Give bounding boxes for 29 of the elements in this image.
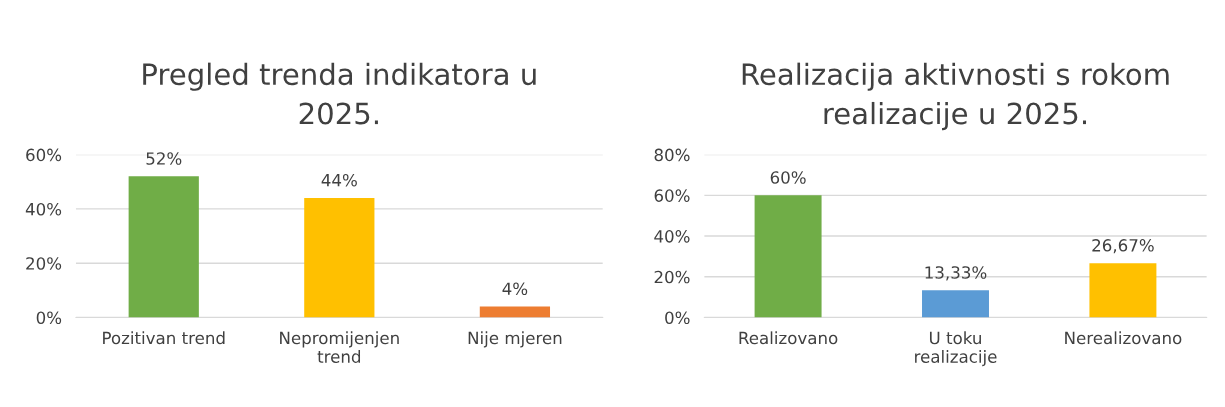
x-tick-label: Pozitivan trend	[103, 331, 225, 345]
data-label: 44%	[321, 173, 357, 187]
bar	[754, 195, 822, 318]
y-tick-label: 20%	[654, 270, 690, 284]
x-tick-label: Realizovano	[739, 331, 838, 345]
y-tick-label: 20%	[26, 257, 62, 270]
bar	[304, 198, 375, 318]
data-label: 60%	[770, 171, 806, 184]
bar	[128, 176, 199, 318]
y-tick-label: 0%	[36, 311, 62, 325]
data-label: 26,67%	[1092, 239, 1154, 254]
bar	[922, 290, 989, 318]
y-tick-label: 60%	[654, 189, 690, 202]
bar	[1089, 263, 1157, 318]
y-tick-label: 0%	[665, 311, 690, 325]
data-label: 13,33%	[925, 266, 987, 281]
y-tick-label: 40%	[25, 202, 62, 216]
data-label: 4%	[502, 282, 528, 296]
x-tick-label: Nerealizovano	[1065, 331, 1182, 345]
chart-title: Realizacija aktivnosti s rokom realizacije u 2025.	[742, 62, 1169, 131]
chart-title: Pregled trenda indikatora u 2025.	[143, 62, 536, 125]
y-tick-label: 80%	[654, 148, 690, 162]
x-tick-label: Nepromijenjen trend	[280, 331, 399, 363]
data-label: 52%	[146, 152, 182, 165]
y-tick-label: 60%	[26, 148, 62, 162]
bar	[479, 306, 551, 318]
x-tick-label: Nije mjeren	[468, 331, 562, 348]
y-tick-label: 40%	[654, 230, 690, 243]
x-tick-label: U toku realizacije	[915, 331, 997, 367]
